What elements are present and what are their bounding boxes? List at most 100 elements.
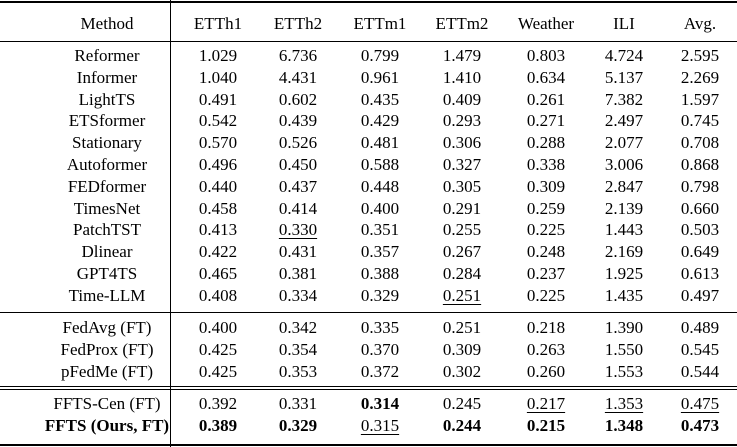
metric-value: 0.351 (360, 220, 400, 240)
metric-value: 0.545 (680, 339, 720, 359)
method-name: GPT4TS (76, 264, 138, 283)
metric-value: 0.342 (278, 318, 318, 337)
metric-value: 0.465 (198, 264, 238, 283)
method-name: FedAvg (FT) (62, 318, 152, 337)
metric-value: 0.327 (442, 155, 482, 174)
top-rule (0, 1, 737, 3)
metric-value: 0.745 (680, 111, 720, 131)
metric-value: 0.259 (526, 198, 566, 218)
metric-value: 0.354 (278, 339, 318, 359)
metric-value: 0.448 (360, 176, 400, 196)
metric-value: 0.288 (526, 133, 566, 153)
metric-value: 0.372 (360, 361, 400, 381)
metric-value: 1.410 (442, 67, 482, 87)
metric-value: 0.245 (442, 394, 482, 413)
header-cell: ETTh1 (193, 14, 243, 33)
metric-value: 0.255 (442, 220, 482, 240)
metric-value: 0.251 (442, 285, 482, 305)
metric-value: 0.570 (198, 133, 238, 153)
method-name: FFTS-Cen (FT) (53, 394, 161, 413)
metric-value: 0.414 (278, 198, 318, 218)
metric-value: 0.660 (680, 198, 720, 218)
method-name: TimesNet (73, 198, 141, 218)
metric-value: 1.553 (604, 361, 644, 381)
metric-value: 1.597 (680, 89, 720, 109)
metric-value: 4.431 (278, 67, 318, 87)
column-divider (170, 0, 171, 447)
metric-value: 0.798 (680, 176, 720, 196)
method-name: FedProx (FT) (60, 339, 154, 359)
metric-value: 1.443 (604, 220, 644, 240)
header-cell: Method (80, 14, 134, 33)
metric-value: 0.267 (442, 242, 482, 262)
metric-value: 0.237 (526, 264, 566, 283)
metric-value: 0.439 (278, 111, 318, 131)
metric-value: 0.489 (680, 318, 720, 337)
metric-value: 0.217 (526, 394, 566, 413)
metric-value: 0.588 (360, 155, 400, 174)
method-name: Reformer (74, 46, 140, 65)
metric-value: 1.353 (604, 394, 644, 413)
metric-value: 0.613 (680, 264, 720, 283)
metric-value: 0.284 (442, 264, 482, 283)
metric-value: 1.390 (604, 318, 644, 337)
method-name: LightTS (78, 89, 136, 109)
metric-value: 0.408 (198, 285, 238, 305)
metric-value: 0.357 (360, 242, 400, 262)
metric-value: 3.006 (604, 155, 644, 174)
method-name: Autoformer (66, 155, 148, 174)
metric-value: 0.458 (198, 198, 238, 218)
metric-value: 0.497 (680, 285, 720, 305)
metric-value: 0.425 (198, 339, 238, 359)
metric-value: 0.261 (526, 89, 566, 109)
metric-value: 0.263 (526, 339, 566, 359)
metric-value: 0.649 (680, 242, 720, 262)
header-rule (0, 41, 737, 42)
metric-value: 0.634 (526, 67, 566, 87)
metric-value: 0.491 (198, 89, 238, 109)
metric-value: 0.335 (360, 318, 400, 337)
metric-value: 1.925 (604, 264, 644, 283)
metric-value: 0.422 (198, 242, 238, 262)
metric-value: 0.542 (198, 111, 238, 131)
method-name: FEDformer (67, 176, 147, 196)
metric-value: 2.169 (604, 242, 644, 262)
metric-value: 0.400 (360, 198, 400, 218)
metric-value: 0.481 (360, 133, 400, 153)
metric-value: 0.309 (442, 339, 482, 359)
metric-value: 0.338 (526, 155, 566, 174)
metric-value: 0.293 (442, 111, 482, 131)
metric-value: 5.137 (604, 67, 644, 87)
metric-value: 0.602 (278, 89, 318, 109)
metric-value: 2.077 (604, 133, 644, 153)
group-rule (0, 389, 737, 390)
metric-value: 0.331 (278, 394, 318, 413)
metric-value: 0.799 (360, 46, 400, 65)
method-name: Time-LLM (68, 285, 146, 305)
metric-value: 0.329 (360, 285, 400, 305)
metric-value: 0.961 (360, 67, 400, 87)
metric-value: 0.306 (442, 133, 482, 153)
metric-value: 0.437 (278, 176, 318, 196)
metric-value: 1.479 (442, 46, 482, 65)
metric-value: 1.435 (604, 285, 644, 305)
method-name: PatchTST (73, 220, 141, 240)
metric-value: 0.400 (198, 318, 238, 337)
metric-value: 7.382 (604, 89, 644, 109)
header-cell: ETTh2 (273, 14, 323, 33)
metric-value: 0.868 (680, 155, 720, 174)
metric-value: 0.244 (442, 415, 482, 435)
metric-value: 1.550 (604, 339, 644, 359)
metric-value: 0.389 (198, 415, 238, 435)
metric-value: 0.475 (680, 394, 720, 413)
metric-value: 0.496 (198, 155, 238, 174)
metric-value: 0.271 (526, 111, 566, 131)
metric-value: 0.473 (680, 415, 720, 435)
header-cell: ETTm2 (435, 14, 489, 33)
metric-value: 4.724 (604, 46, 644, 65)
metric-value: 0.329 (278, 415, 318, 435)
metric-value: 0.392 (198, 394, 238, 413)
metric-value: 0.218 (526, 318, 566, 337)
metric-value: 0.305 (442, 176, 482, 196)
